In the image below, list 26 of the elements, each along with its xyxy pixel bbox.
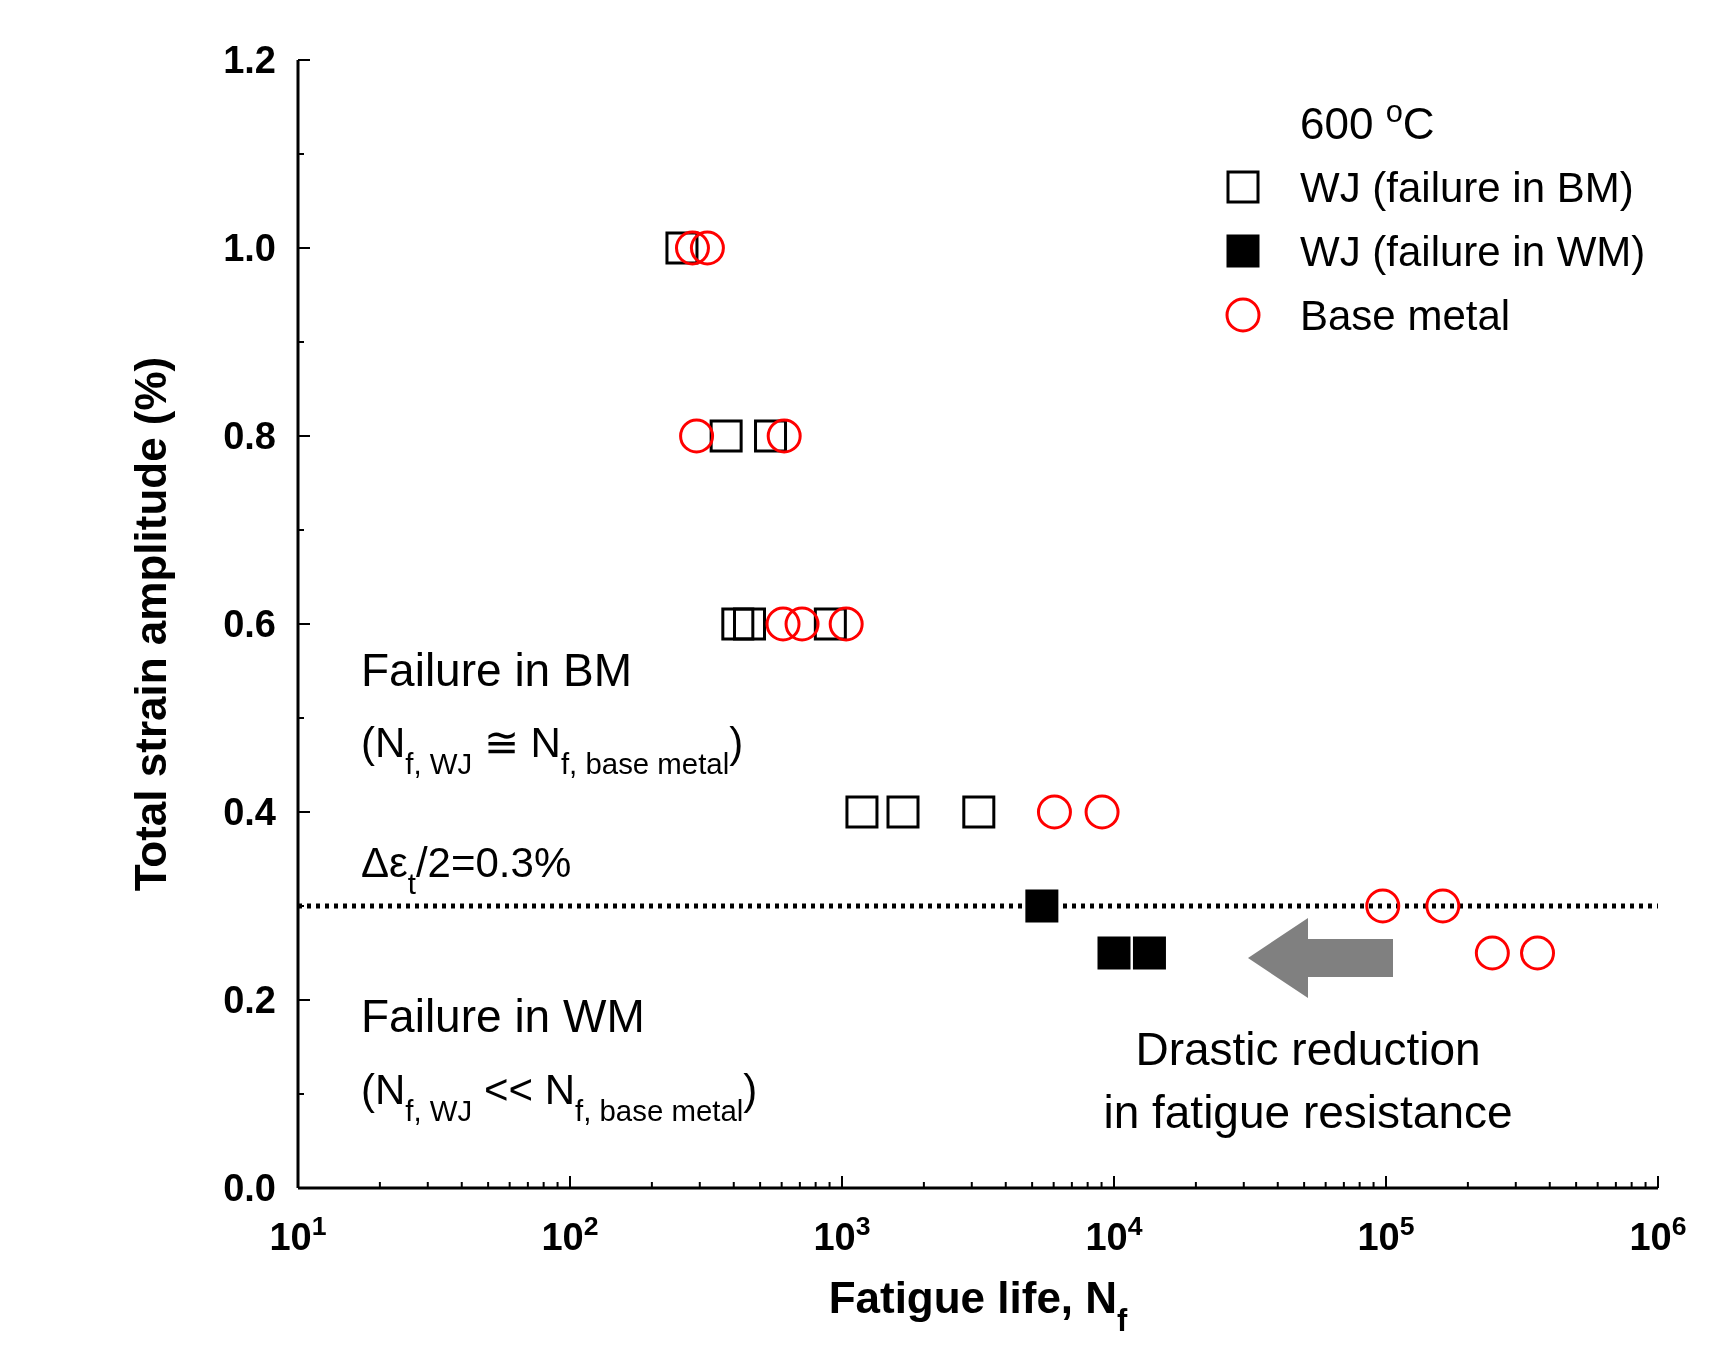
annotation: (N$_{f, WJ}$ ≅ N$_{f, base metal}$) bbox=[361, 719, 744, 780]
x-tick-label: 10$^{5}$ bbox=[1357, 1211, 1415, 1258]
annotation: Failure in BM bbox=[361, 644, 632, 696]
legend-label: Base metal bbox=[1300, 292, 1511, 339]
x-tick-label: 10$^{3}$ bbox=[813, 1211, 871, 1258]
legend-label: WJ (failure in BM) bbox=[1300, 164, 1634, 211]
x-tick-label: 10$^{2}$ bbox=[541, 1211, 599, 1258]
annotation: Drastic reduction bbox=[1135, 1023, 1481, 1075]
y-tick-label: 0.8 bbox=[223, 415, 276, 457]
ref-line-label: Δε$_{t}$/2=0.3% bbox=[361, 839, 572, 900]
legend-label: WJ (failure in WM) bbox=[1300, 228, 1646, 275]
y-axis-title: Total strain amplitude (%) bbox=[126, 356, 175, 892]
annotation: in fatigue resistance bbox=[1103, 1086, 1513, 1138]
y-tick-label: 0.4 bbox=[223, 791, 276, 833]
annotation: (N$_{f, WJ}$ << N$_{f, base metal}$) bbox=[361, 1066, 758, 1127]
x-tick-label: 10$^{6}$ bbox=[1629, 1211, 1687, 1258]
annotation: Failure in WM bbox=[361, 990, 645, 1042]
x-tick-label: 10$^{1}$ bbox=[269, 1211, 327, 1258]
y-tick-label: 1.2 bbox=[223, 39, 276, 81]
y-tick-label: 0.2 bbox=[223, 979, 276, 1021]
x-axis-title: Fatigue life, N$_{f}$ bbox=[828, 1273, 1129, 1338]
x-tick-label: 10$^{4}$ bbox=[1085, 1211, 1143, 1258]
y-tick-label: 1.0 bbox=[223, 227, 276, 269]
y-tick-label: 0.6 bbox=[223, 603, 276, 645]
legend-title: 600 $^{o}$C bbox=[1300, 93, 1435, 148]
y-tick-label: 0.0 bbox=[223, 1167, 276, 1209]
